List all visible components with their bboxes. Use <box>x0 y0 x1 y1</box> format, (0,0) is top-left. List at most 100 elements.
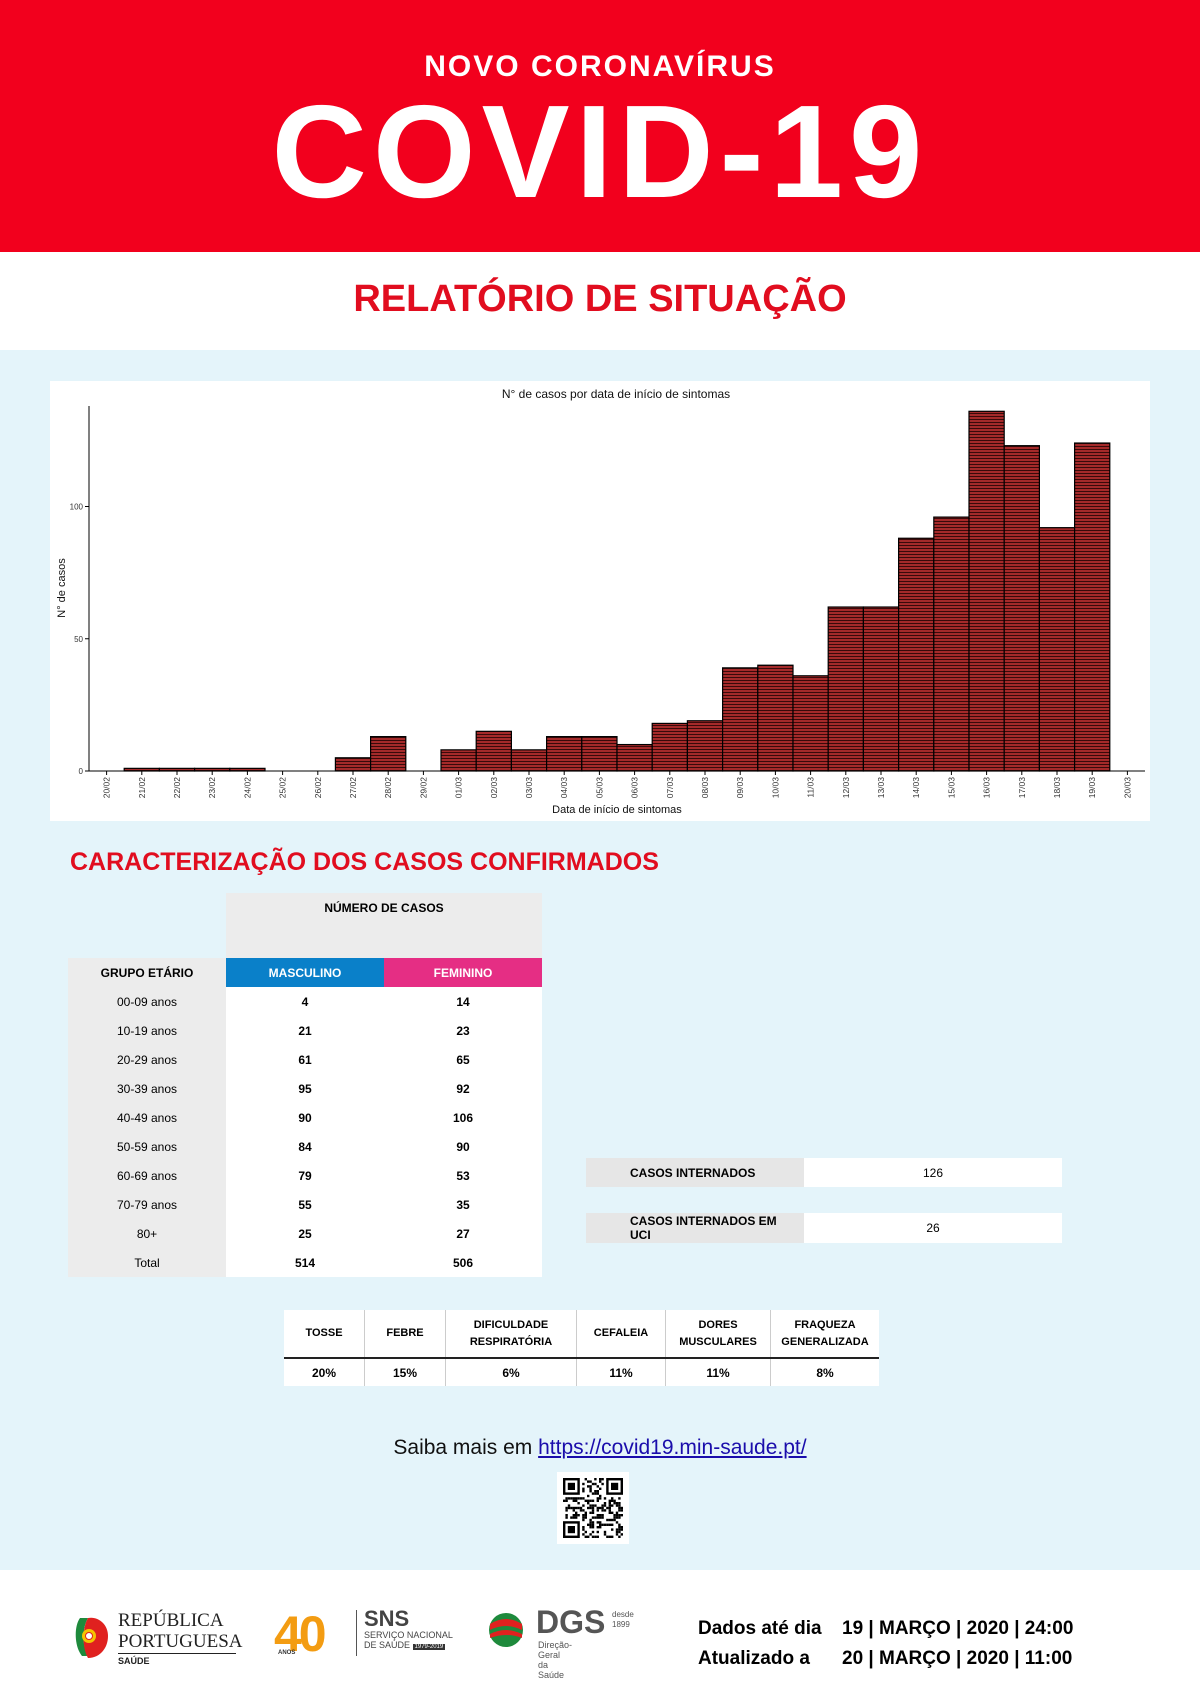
age-table-row: 80+ 25 27 <box>68 1219 542 1248</box>
x-tick-label: 16/03 <box>982 777 992 799</box>
x-tick-label: 20/02 <box>102 777 112 799</box>
hospitalized-value: 126 <box>804 1158 1062 1187</box>
x-tick-label: 17/03 <box>1017 777 1027 799</box>
portugal-flag-icon <box>75 1617 108 1658</box>
female-header: FEMININO <box>384 958 542 987</box>
chart-bar <box>933 516 970 772</box>
age-group-cell: 60-69 anos <box>68 1161 226 1190</box>
symptom-value: 20% <box>311 1365 337 1380</box>
age-group-cell: 20-29 anos <box>68 1045 226 1074</box>
x-tick-label: 07/03 <box>665 777 675 799</box>
symptom-value: 15% <box>364 1358 446 1386</box>
more-info-prefix: Saiba mais em <box>393 1436 539 1459</box>
x-tick-label: 21/02 <box>137 777 147 799</box>
sns-years: 1979-2019 <box>412 1644 446 1650</box>
x-tick-label: 15/03 <box>946 777 956 799</box>
male-count-cell: 95 <box>226 1074 384 1103</box>
age-group-cell: 00-09 anos <box>68 987 226 1016</box>
x-tick-label: 27/02 <box>348 777 358 799</box>
chart-bar <box>686 720 724 772</box>
symptom-value: 11% <box>665 1358 771 1386</box>
male-header: MASCULINO <box>226 958 384 987</box>
chart-bar <box>721 667 759 772</box>
dgs-full-name: Direção-Geral da Saúde <box>538 1640 573 1680</box>
male-count-cell: 55 <box>226 1190 384 1219</box>
age-group-cell: 80+ <box>68 1219 226 1248</box>
header-title: COVID-19 <box>271 78 929 225</box>
x-tick-label: 06/03 <box>630 777 640 799</box>
symptom-name: CEFALEIA <box>576 1310 666 1359</box>
x-tick-label: 03/03 <box>524 777 534 799</box>
qr-code[interactable] <box>557 1472 629 1544</box>
x-tick-label: 14/03 <box>911 777 921 799</box>
x-tick-label: 08/03 <box>700 777 710 799</box>
data-until-value: 19 | MARÇO | 2020 | 24:00 <box>842 1618 1074 1639</box>
age-group-cell: Total <box>68 1248 226 1277</box>
sns-name: SNS <box>364 1606 410 1631</box>
symptoms-table: TOSSE FEBRE DIFICULDADE RESPIRATÓRIA CEFALE… <box>284 1310 879 1386</box>
age-group-cell: 30-39 anos <box>68 1074 226 1103</box>
sns-anos: ANOS <box>278 1650 296 1656</box>
age-group-header: GRUPO ETÁRIO <box>68 958 226 987</box>
rp-line3: SAÚDE <box>118 1653 236 1668</box>
dgs-year: 1899 <box>612 1620 630 1629</box>
dgs-emblem-icon <box>489 1613 523 1647</box>
x-tick-label: 23/02 <box>207 777 217 799</box>
chart-bar <box>1038 527 1076 772</box>
header-subtitle: NOVO CORONAVÍRUS <box>424 50 776 83</box>
age-table-row: 70-79 anos 55 35 <box>68 1190 542 1219</box>
female-count-cell: 53 <box>384 1161 542 1190</box>
x-tick-label: 19/03 <box>1087 777 1097 799</box>
x-tick-label: 11/03 <box>806 777 816 798</box>
sns-line2: DE SAÚDE <box>364 1640 411 1650</box>
footer: REPÚBLICA PORTUGUESA SAÚDE 40 ANOS SNS S… <box>0 1570 1200 1698</box>
female-count-cell: 14 <box>384 987 542 1016</box>
female-count-cell: 90 <box>384 1132 542 1161</box>
sns-40-number: 40 <box>274 1606 327 1662</box>
updated-label: Atualizado a <box>698 1648 810 1669</box>
icu-value: 26 <box>804 1213 1062 1243</box>
more-info-link[interactable]: https://covid19.min-saude.pt/ <box>538 1436 807 1459</box>
female-count-cell: 92 <box>384 1074 542 1103</box>
empty-corner <box>68 893 226 958</box>
report-dates: Dados até dia 19 | MARÇO | 2020 | 24:00 A… <box>698 1614 1073 1674</box>
report-title: RELATÓRIO DE SITUAÇÃO <box>353 278 847 320</box>
age-group-cell: 50-59 anos <box>68 1132 226 1161</box>
male-count-cell: 90 <box>226 1103 384 1132</box>
age-group-cell: 70-79 anos <box>68 1190 226 1219</box>
age-table-row: 50-59 anos 84 90 <box>68 1132 542 1161</box>
x-tick-label: 12/03 <box>841 777 851 799</box>
dgs-name: DGS <box>536 1604 606 1640</box>
x-tick-label: 05/03 <box>594 777 604 799</box>
icu-row: CASOS INTERNADOS EM UCI 26 <box>586 1213 1062 1243</box>
chart-bar <box>1003 445 1041 772</box>
dgs-since: desde <box>612 1610 634 1619</box>
x-tick-label: 13/03 <box>876 777 886 799</box>
y-tick-label: 0 <box>79 767 84 776</box>
chart-bar <box>897 537 935 772</box>
y-tick-label: 100 <box>70 503 84 512</box>
symptom-name: FEBRE <box>364 1310 446 1359</box>
female-count-cell: 27 <box>384 1219 542 1248</box>
male-count-cell: 25 <box>226 1219 384 1248</box>
age-group-cell: 10-19 anos <box>68 1016 226 1045</box>
x-tick-label: 10/03 <box>770 777 780 799</box>
x-tick-label: 29/02 <box>418 777 428 799</box>
x-tick-label: 26/02 <box>313 777 323 799</box>
x-tick-label: 04/03 <box>559 777 569 799</box>
x-tick-label: 28/02 <box>383 777 393 799</box>
chart-bar <box>440 749 477 772</box>
age-table-row: 40-49 anos 90 106 <box>68 1103 542 1132</box>
age-table-row: 20-29 anos 61 65 <box>68 1045 542 1074</box>
symptom-value: 11% <box>576 1358 666 1386</box>
x-tick-label: 01/03 <box>454 777 464 799</box>
x-tick-label: 18/03 <box>1052 777 1062 799</box>
age-table-row: Total 514 506 <box>68 1248 542 1277</box>
cases-header: NÚMERO DE CASOS <box>226 893 542 958</box>
chart-bar <box>581 736 618 772</box>
rp-line2: PORTUGUESA <box>118 1631 243 1652</box>
symptom-name: TOSSE <box>284 1310 365 1359</box>
chart-bar <box>651 722 689 772</box>
chart-bar <box>862 606 900 772</box>
icu-label: CASOS INTERNADOS EM UCI <box>586 1213 804 1243</box>
